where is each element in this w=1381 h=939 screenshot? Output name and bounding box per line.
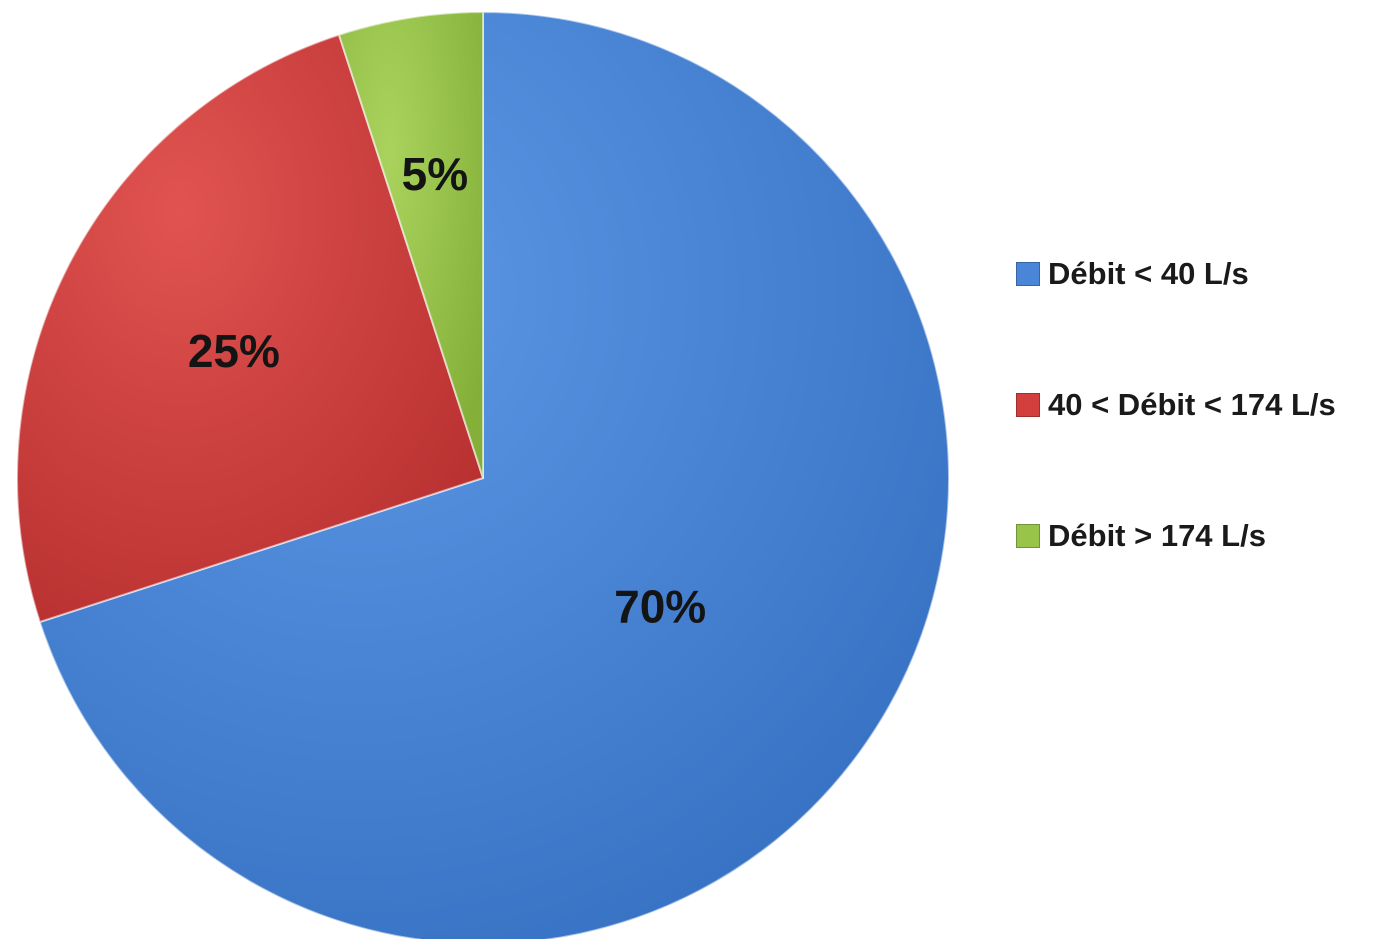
legend-swatch-blue [1016, 262, 1040, 286]
legend-item-high-flow: Débit > 174 L/s [1016, 510, 1376, 562]
data-label-mid-flow: 25% [188, 325, 280, 377]
legend-item-low-flow: Débit < 40 L/s [1016, 248, 1376, 300]
data-label-high-flow: 5% [402, 148, 468, 200]
data-label-low-flow: 70% [614, 581, 706, 633]
pie-slice-high-flow [337, 10, 484, 479]
legend: Débit < 40 L/s 40 < Débit < 174 L/s Débi… [1016, 248, 1376, 641]
legend-label: 40 < Débit < 174 L/s [1048, 387, 1336, 422]
legend-label: Débit < 40 L/s [1048, 256, 1249, 291]
legend-item-mid-flow: 40 < Débit < 174 L/s [1016, 379, 1376, 431]
pie-slice-low-flow [38, 10, 950, 939]
pie-slice-mid-flow [16, 33, 485, 624]
legend-swatch-red [1016, 393, 1040, 417]
legend-label: Débit > 174 L/s [1048, 518, 1266, 553]
legend-swatch-green [1016, 524, 1040, 548]
